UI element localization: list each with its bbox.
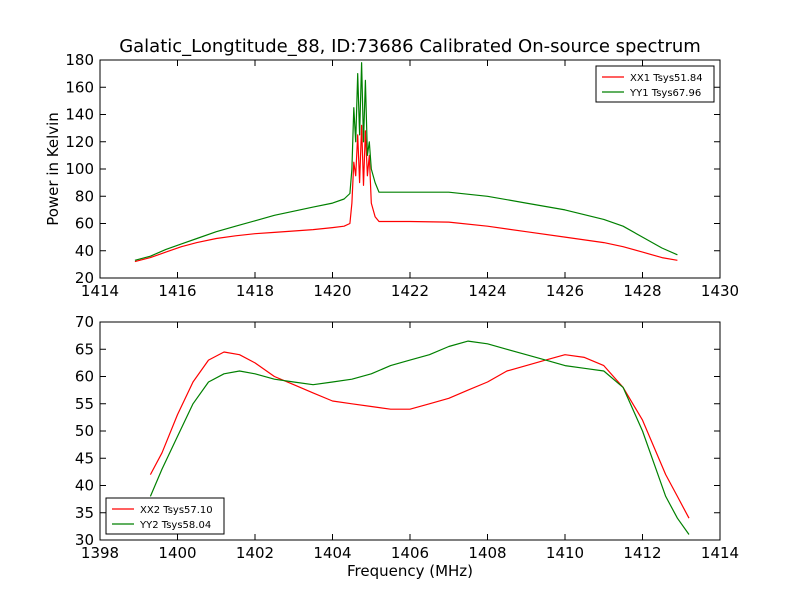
- bottom-y-tick-label: 50: [75, 422, 94, 440]
- bottom-y-tick-label: 45: [75, 449, 94, 467]
- top-y-tick-label: 60: [75, 215, 94, 233]
- bottom-x-tick-label: 1408: [468, 544, 506, 562]
- bottom-legend-label: YY2 Tsys58.04: [139, 520, 211, 531]
- bottom-y-tick-label: 55: [75, 395, 94, 413]
- bottom-y-tick-label: 65: [75, 340, 94, 358]
- top-legend: XX1 Tsys51.84 YY1 Tsys67.96: [595, 65, 715, 103]
- top-y-tick-label: 20: [75, 269, 94, 287]
- bottom-y-tick-label: 60: [75, 368, 94, 386]
- top-legend-box: [595, 65, 715, 103]
- top-x-tick-label: 1422: [391, 282, 429, 300]
- top-plot: Power in Kelvin XX1 Tsys51.84 YY1 Tsys67.…: [44, 51, 739, 300]
- top-x-tick-label: 1426: [546, 282, 584, 300]
- bottom-x-tick-label: 1404: [313, 544, 351, 562]
- top-y-tick-label: 100: [65, 160, 94, 178]
- bottom-legend-box: [105, 497, 225, 535]
- top-y-tick-label: 140: [65, 106, 94, 124]
- bottom-x-tick-label: 1398: [81, 544, 119, 562]
- top-y-tick-label: 40: [75, 242, 94, 260]
- bottom-y-tick-label: 30: [75, 531, 94, 549]
- top-x-tick-label: 1420: [313, 282, 351, 300]
- top-x-tick-label: 1428: [623, 282, 661, 300]
- top-x-tick-label: 1414: [81, 282, 119, 300]
- top-x-tick-label: 1416: [158, 282, 196, 300]
- top-series-line-ff0000: [134, 124, 678, 263]
- top-y-axis-label: Power in Kelvin: [44, 112, 62, 226]
- bottom-legend-label: XX2 Tsys57.10: [140, 505, 213, 516]
- bottom-y-tick-label: 70: [75, 313, 94, 331]
- bottom-x-tick-label: 1406: [391, 544, 429, 562]
- bottom-x-tick-label: 1400: [158, 544, 196, 562]
- bottom-y-tick-label: 40: [75, 477, 94, 495]
- top-series-line-008000: [134, 62, 678, 261]
- bottom-x-tick-label: 1412: [623, 544, 661, 562]
- top-y-tick-label: 180: [65, 51, 94, 69]
- top-y-tick-label: 120: [65, 133, 94, 151]
- bottom-series-line-ff0000: [149, 351, 690, 519]
- chart-title: Galatic_Longtitude_88, ID:73686 Calibrat…: [119, 36, 701, 57]
- bottom-series-line-008000: [149, 340, 690, 535]
- bottom-x-tick-label: 1402: [236, 544, 274, 562]
- top-y-tick-label: 80: [75, 187, 94, 205]
- top-legend-label: YY1 Tsys67.96: [629, 88, 701, 99]
- bottom-legend: XX2 Tsys57.10 YY2 Tsys58.04: [105, 497, 225, 535]
- bottom-x-axis-label: Frequency (MHz): [347, 562, 473, 580]
- bottom-x-tick-label: 1414: [701, 544, 739, 562]
- top-x-tick-label: 1418: [236, 282, 274, 300]
- bottom-plot: Frequency (MHz) XX2 Tsys57.10 YY2 Tsys58.…: [75, 313, 739, 580]
- top-x-tick-label: 1430: [701, 282, 739, 300]
- top-y-tick-label: 160: [65, 78, 94, 96]
- bottom-x-tick-label: 1410: [546, 544, 584, 562]
- top-x-tick-label: 1424: [468, 282, 506, 300]
- bottom-y-tick-label: 35: [75, 504, 94, 522]
- top-legend-label: XX1 Tsys51.84: [630, 73, 703, 84]
